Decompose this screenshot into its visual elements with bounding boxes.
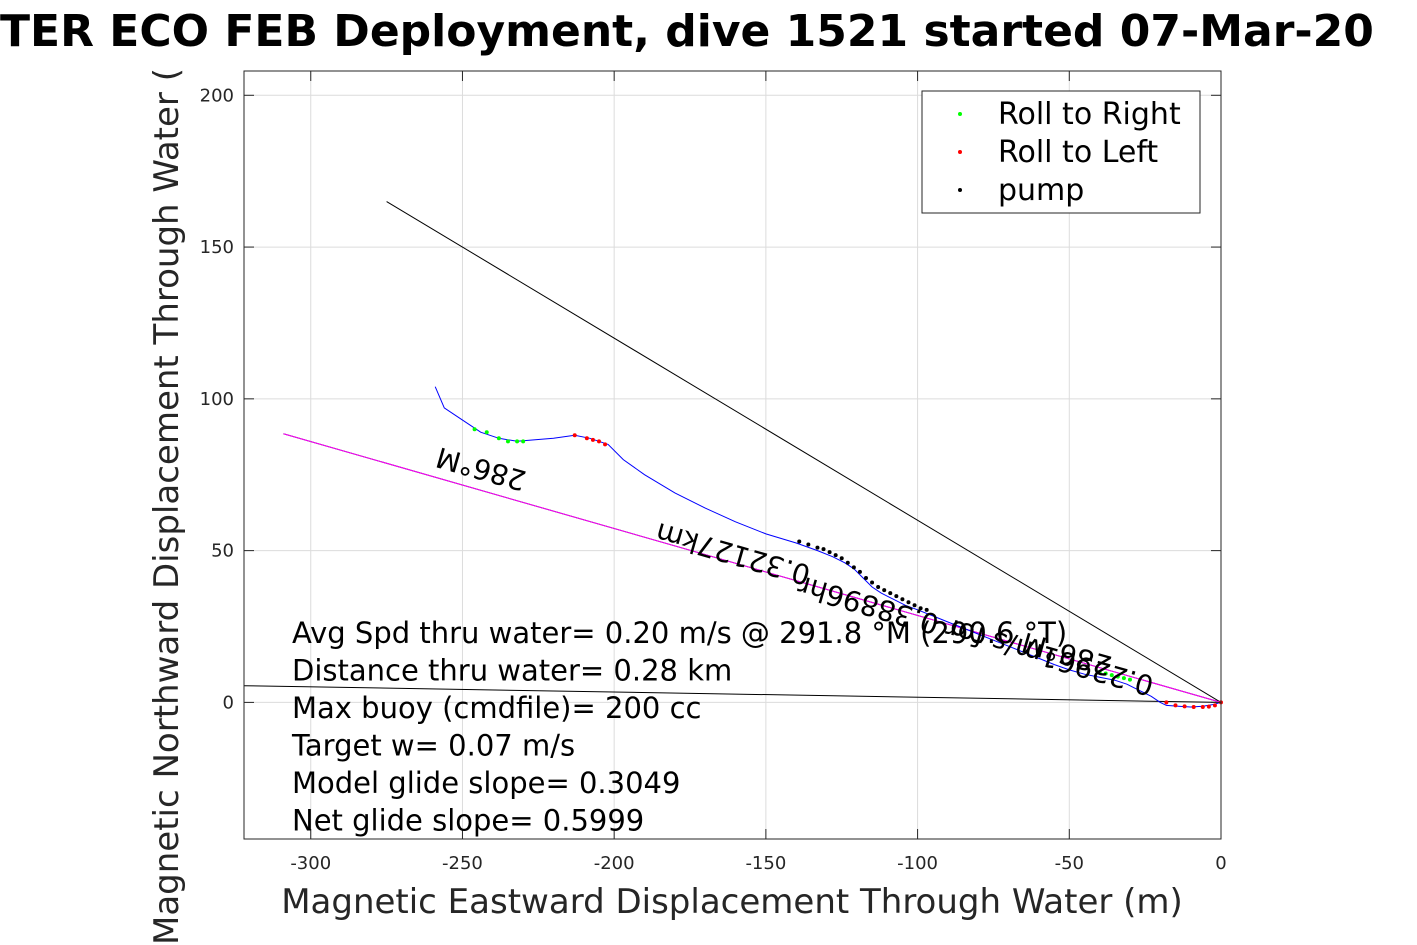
reference-line bbox=[386, 201, 1222, 703]
point-pump bbox=[827, 550, 832, 555]
legend-marker bbox=[958, 150, 962, 154]
point-pump bbox=[806, 542, 811, 547]
point-pump bbox=[833, 553, 838, 558]
point-roll-to-left bbox=[1200, 704, 1205, 709]
legend-label: Roll to Left bbox=[998, 135, 1158, 170]
point-roll-to-left bbox=[1212, 703, 1217, 708]
legend-label: pump bbox=[998, 173, 1084, 208]
legend-label: Roll to Right bbox=[998, 97, 1181, 132]
point-pump bbox=[851, 565, 856, 570]
reference-line bbox=[243, 685, 1222, 703]
x-tick-label: -50 bbox=[1055, 853, 1084, 874]
stats-line: Target w= 0.07 m/s bbox=[291, 729, 575, 763]
x-tick-label: -200 bbox=[594, 853, 635, 874]
point-roll-to-left bbox=[1182, 704, 1187, 709]
point-roll-to-right bbox=[521, 439, 526, 444]
point-roll-to-left bbox=[590, 437, 595, 442]
point-pump bbox=[797, 539, 802, 544]
point-pump bbox=[912, 603, 917, 608]
point-pump bbox=[815, 545, 820, 550]
y-tick-label: 150 bbox=[200, 237, 234, 258]
axes-box bbox=[243, 70, 1222, 840]
point-pump bbox=[870, 580, 875, 585]
point-pump bbox=[882, 588, 887, 593]
legend-box bbox=[921, 90, 1201, 214]
point-roll-to-left bbox=[1173, 703, 1178, 708]
point-roll-to-left bbox=[584, 436, 589, 441]
point-roll-to-left bbox=[1164, 700, 1169, 705]
point-roll-to-right bbox=[1127, 677, 1132, 682]
point-roll-to-left bbox=[572, 433, 577, 438]
x-tick-label: 0 bbox=[1215, 853, 1226, 874]
point-pump bbox=[864, 575, 869, 580]
x-tick-label: -300 bbox=[290, 853, 331, 874]
point-roll-to-right bbox=[505, 439, 510, 444]
point-roll-to-left bbox=[1191, 704, 1196, 709]
stats-line: Net glide slope= 0.5999 bbox=[292, 804, 644, 838]
x-tick-label: -250 bbox=[442, 853, 483, 874]
stats-line: Model glide slope= 0.3049 bbox=[292, 766, 680, 800]
legend-marker bbox=[958, 112, 962, 116]
point-pump bbox=[839, 556, 844, 561]
x-tick-label: -150 bbox=[745, 853, 786, 874]
point-roll-to-left bbox=[1206, 704, 1211, 709]
reference-line bbox=[283, 433, 1222, 703]
point-roll-to-left bbox=[603, 442, 608, 447]
y-tick-label: 200 bbox=[200, 85, 234, 106]
point-roll-to-right bbox=[496, 436, 501, 441]
point-pump bbox=[876, 585, 881, 590]
y-tick-label: 50 bbox=[211, 541, 234, 562]
point-roll-to-right bbox=[1097, 670, 1102, 675]
point-roll-to-right bbox=[1115, 674, 1120, 679]
point-roll-to-right bbox=[515, 439, 520, 444]
axis-ticks: -300 -250 -200 -150 -100 -50 0 0 50 100 150 200 bbox=[200, 71, 1227, 874]
point-pump bbox=[906, 600, 911, 605]
x-tick-label: -100 bbox=[897, 853, 938, 874]
stats-line: Max buoy (cmdfile)= 200 cc bbox=[292, 691, 701, 725]
point-pump bbox=[888, 591, 893, 596]
point-roll-to-left bbox=[596, 439, 601, 444]
x-axis-label: Magnetic Eastward Displacement Through W… bbox=[281, 882, 1183, 922]
reference-lines bbox=[243, 201, 1222, 703]
legend-marker bbox=[958, 188, 962, 192]
series-track-line bbox=[434, 386, 1222, 708]
chart-title: TER ECO FEB Deployment, dive 1521 starte… bbox=[0, 6, 1374, 57]
y-tick-label: 0 bbox=[223, 692, 234, 713]
point-roll-to-right bbox=[1121, 676, 1126, 681]
point-pump bbox=[900, 597, 905, 602]
point-roll-to-right bbox=[484, 430, 489, 435]
point-pump bbox=[845, 560, 850, 565]
stats-line: Distance thru water= 0.28 km bbox=[292, 654, 732, 688]
point-pump bbox=[918, 606, 923, 611]
stats-line: Avg Spd thru water= 0.20 m/s @ 291.8 °M … bbox=[292, 616, 1067, 650]
point-roll-to-right bbox=[1109, 673, 1114, 678]
point-pump bbox=[894, 594, 899, 599]
point-roll-to-right bbox=[1103, 671, 1108, 676]
y-tick-label: 100 bbox=[200, 389, 234, 410]
point-pump bbox=[924, 607, 929, 612]
point-roll-to-right bbox=[472, 427, 477, 432]
grid bbox=[244, 71, 1222, 839]
point-pump bbox=[821, 547, 826, 552]
point-pump bbox=[857, 569, 862, 574]
stats-text: Avg Spd thru water= 0.20 m/s @ 291.8 °M … bbox=[291, 616, 1067, 838]
y-axis-label: Magnetic Northward Displacement Through … bbox=[147, 68, 187, 945]
